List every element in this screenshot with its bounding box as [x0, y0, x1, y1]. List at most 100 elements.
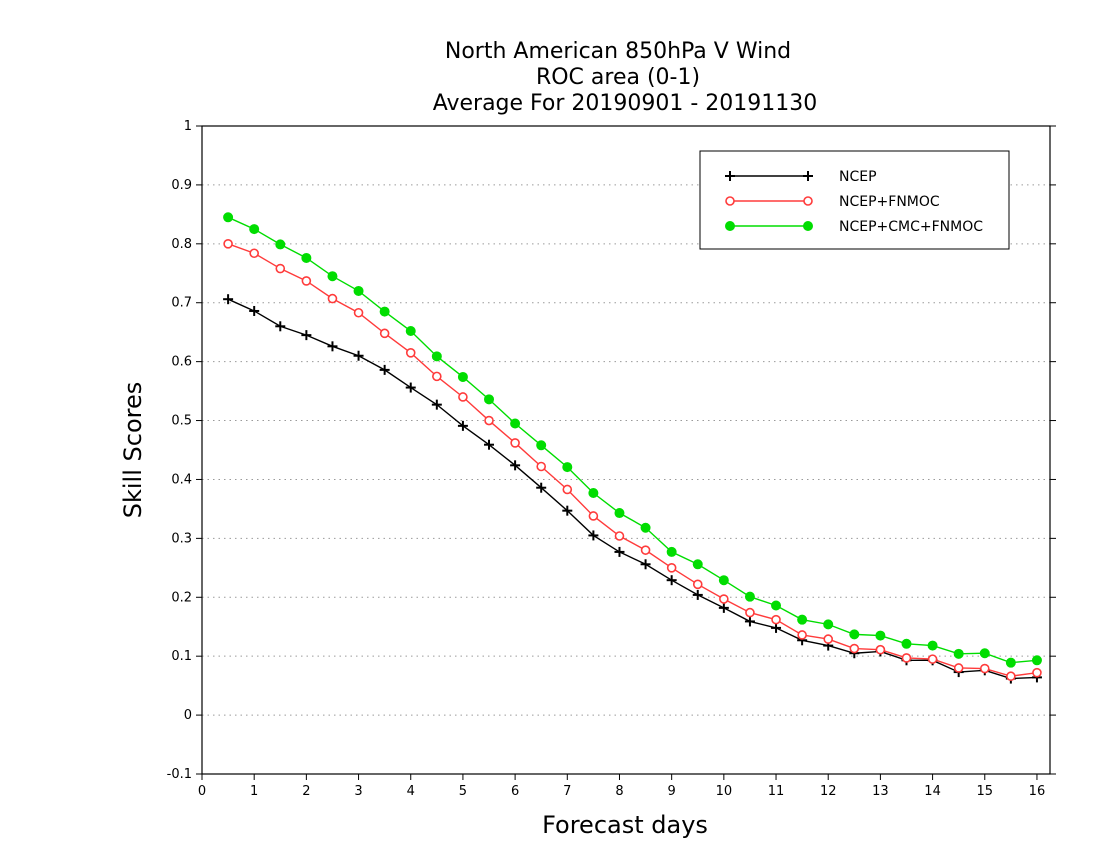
- data-point-open-circle: [745, 607, 755, 618]
- series-ncep-fnmoc: [223, 239, 1042, 682]
- data-point-plus: [457, 420, 468, 431]
- data-point-filled-circle: [725, 221, 735, 231]
- axis-ticks: [196, 125, 1056, 780]
- data-point-open-circle: [666, 563, 677, 573]
- series-layer: [223, 212, 1042, 684]
- data-point-filled-circle: [536, 440, 547, 451]
- y-tick-label: 0.5: [171, 414, 192, 429]
- y-tick-label: 0.4: [171, 472, 192, 487]
- x-tick-labels: 0 1 2 3 4 5 6 7 8 9 10 11 12 13 14 15 16: [198, 784, 1045, 799]
- data-point-plus: [275, 321, 286, 332]
- data-point-plus: [744, 616, 755, 627]
- data-point-open-circle: [823, 634, 834, 644]
- data-point-plus: [614, 546, 625, 557]
- data-point-open-circle: [1032, 667, 1042, 678]
- data-point-filled-circle: [484, 394, 495, 405]
- y-tick-label: 0: [184, 708, 192, 723]
- data-point-open-circle: [223, 239, 233, 249]
- x-tick-label: 3: [354, 784, 362, 799]
- data-point-filled-circle: [640, 522, 651, 533]
- x-tick-label: 2: [302, 784, 310, 799]
- data-point-plus: [353, 350, 364, 361]
- title-line-1: North American 850hPa V Wind: [445, 39, 791, 64]
- data-point-filled-circle: [875, 630, 886, 641]
- y-tick-label: 0.9: [171, 178, 192, 193]
- data-point-plus: [718, 602, 729, 613]
- data-point-open-circle: [249, 248, 259, 259]
- data-point-open-circle: [725, 196, 735, 206]
- data-point-open-circle: [797, 630, 807, 640]
- data-point-open-circle: [327, 293, 338, 304]
- data-point-plus: [692, 589, 703, 600]
- legend-label: NCEP+FNMOC: [839, 194, 940, 210]
- data-point-filled-circle: [927, 640, 938, 651]
- data-point-filled-circle: [771, 600, 782, 611]
- legend-item: NCEP: [725, 169, 877, 185]
- data-point-open-circle: [640, 545, 651, 555]
- data-point-plus: [379, 364, 390, 375]
- x-tick-label: 16: [1029, 784, 1046, 799]
- data-point-filled-circle: [431, 351, 442, 362]
- data-point-filled-circle: [405, 326, 416, 337]
- data-point-filled-circle: [588, 488, 599, 499]
- data-point-open-circle: [510, 438, 520, 448]
- series-line: [227, 216, 1038, 664]
- data-point-open-circle: [458, 392, 468, 402]
- y-tick-labels: -0.1 0 0.1 0.2 0.3 0.4 0.5 0.6 0.7 0.8 0.9 1: [167, 119, 192, 782]
- data-point-filled-circle: [797, 614, 808, 625]
- y-tick-label: 0.2: [171, 590, 192, 605]
- legend-box: [699, 150, 1010, 250]
- data-point-plus: [725, 171, 735, 181]
- data-point-plus: [510, 460, 521, 471]
- series-ncep: [223, 294, 1042, 684]
- series-line: [227, 298, 1037, 680]
- data-point-filled-circle: [353, 285, 364, 296]
- data-point-open-circle: [1006, 671, 1016, 682]
- data-point-open-circle: [719, 594, 729, 604]
- data-point-filled-circle: [562, 462, 573, 473]
- data-point-plus: [327, 341, 338, 352]
- data-point-filled-circle: [979, 648, 990, 659]
- series-ncep-cmc-fnmoc: [223, 212, 1042, 668]
- y-tick-label: 1: [184, 119, 192, 134]
- x-tick-label: 0: [198, 784, 206, 799]
- x-tick-label: 9: [668, 784, 676, 799]
- data-point-filled-circle: [666, 546, 677, 557]
- data-point-filled-circle: [803, 221, 813, 231]
- data-point-plus: [431, 399, 442, 410]
- data-point-filled-circle: [692, 559, 703, 570]
- x-tick-label: 8: [615, 784, 623, 799]
- y-tick-label: 0.3: [171, 531, 192, 546]
- data-point-filled-circle: [901, 638, 912, 649]
- legend-item: NCEP+CMC+FNMOC: [725, 219, 983, 235]
- data-point-open-circle: [379, 328, 390, 339]
- grid: [202, 184, 1050, 716]
- data-point-filled-circle: [823, 619, 834, 630]
- x-tick-label: 1: [250, 784, 258, 799]
- data-point-open-circle: [588, 511, 599, 521]
- data-point-plus: [771, 622, 782, 633]
- data-point-open-circle: [692, 579, 703, 590]
- y-tick-label: 0.6: [171, 355, 192, 370]
- legend: NCEP NCEP+FNMOC NCEP+CMC+FNMOC: [699, 150, 1010, 250]
- y-axis-title: Skill Scores: [119, 382, 147, 519]
- data-point-filled-circle: [327, 271, 338, 282]
- x-tick-label: 13: [872, 784, 889, 799]
- data-point-filled-circle: [249, 224, 260, 235]
- data-point-plus: [301, 330, 312, 341]
- series-line: [227, 243, 1038, 677]
- x-tick-label: 12: [820, 784, 837, 799]
- data-point-plus: [249, 305, 260, 316]
- y-tick-label: 0.1: [171, 649, 192, 664]
- x-axis-title: Forecast days: [542, 811, 708, 839]
- data-point-filled-circle: [718, 575, 729, 586]
- x-tick-label: 10: [716, 784, 733, 799]
- x-tick-label: 4: [407, 784, 415, 799]
- y-tick-label: 0.7: [171, 296, 192, 311]
- data-point-filled-circle: [223, 212, 234, 223]
- title-line-2: ROC area (0-1): [536, 65, 700, 90]
- data-point-filled-circle: [614, 508, 625, 519]
- data-point-open-circle: [405, 347, 416, 358]
- data-point-filled-circle: [744, 591, 755, 602]
